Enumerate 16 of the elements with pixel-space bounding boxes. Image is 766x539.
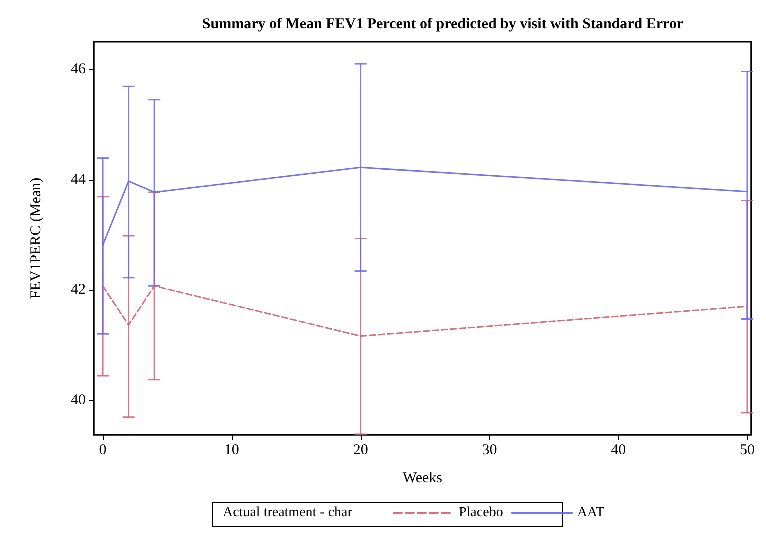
x-tick-label: 0 [99, 442, 107, 458]
x-tick-label: 10 [224, 442, 240, 458]
legend-label: AAT [577, 506, 605, 520]
legend-label: Placebo [459, 506, 504, 520]
y-axis-title: FEV1PERC (Mean) [28, 178, 44, 300]
chart-title: Summary of Mean FEV1 Percent of predicted by visit with Standard Error [202, 16, 684, 32]
x-tick-label: 40 [611, 442, 626, 458]
legend-title: Actual treatment - char [223, 506, 353, 520]
y-tick-label: 42 [71, 282, 86, 298]
y-tick-label: 46 [71, 62, 86, 78]
x-tick-label: 30 [482, 442, 498, 458]
x-tick-label: 50 [740, 442, 755, 458]
x-tick-label: 20 [353, 442, 368, 458]
y-tick-label: 44 [71, 172, 86, 188]
y-tick-label: 40 [71, 392, 86, 408]
x-axis-title: Weeks [402, 470, 443, 486]
